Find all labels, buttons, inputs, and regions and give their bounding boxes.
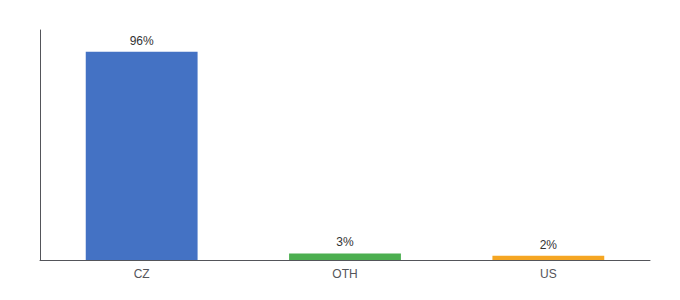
svg-text:CZ: CZ (134, 267, 150, 281)
svg-text:3%: 3% (336, 235, 354, 249)
svg-text:OTH: OTH (332, 267, 357, 281)
svg-text:96%: 96% (130, 34, 154, 48)
svg-text:US: US (540, 267, 557, 281)
svg-text:2%: 2% (540, 238, 558, 252)
